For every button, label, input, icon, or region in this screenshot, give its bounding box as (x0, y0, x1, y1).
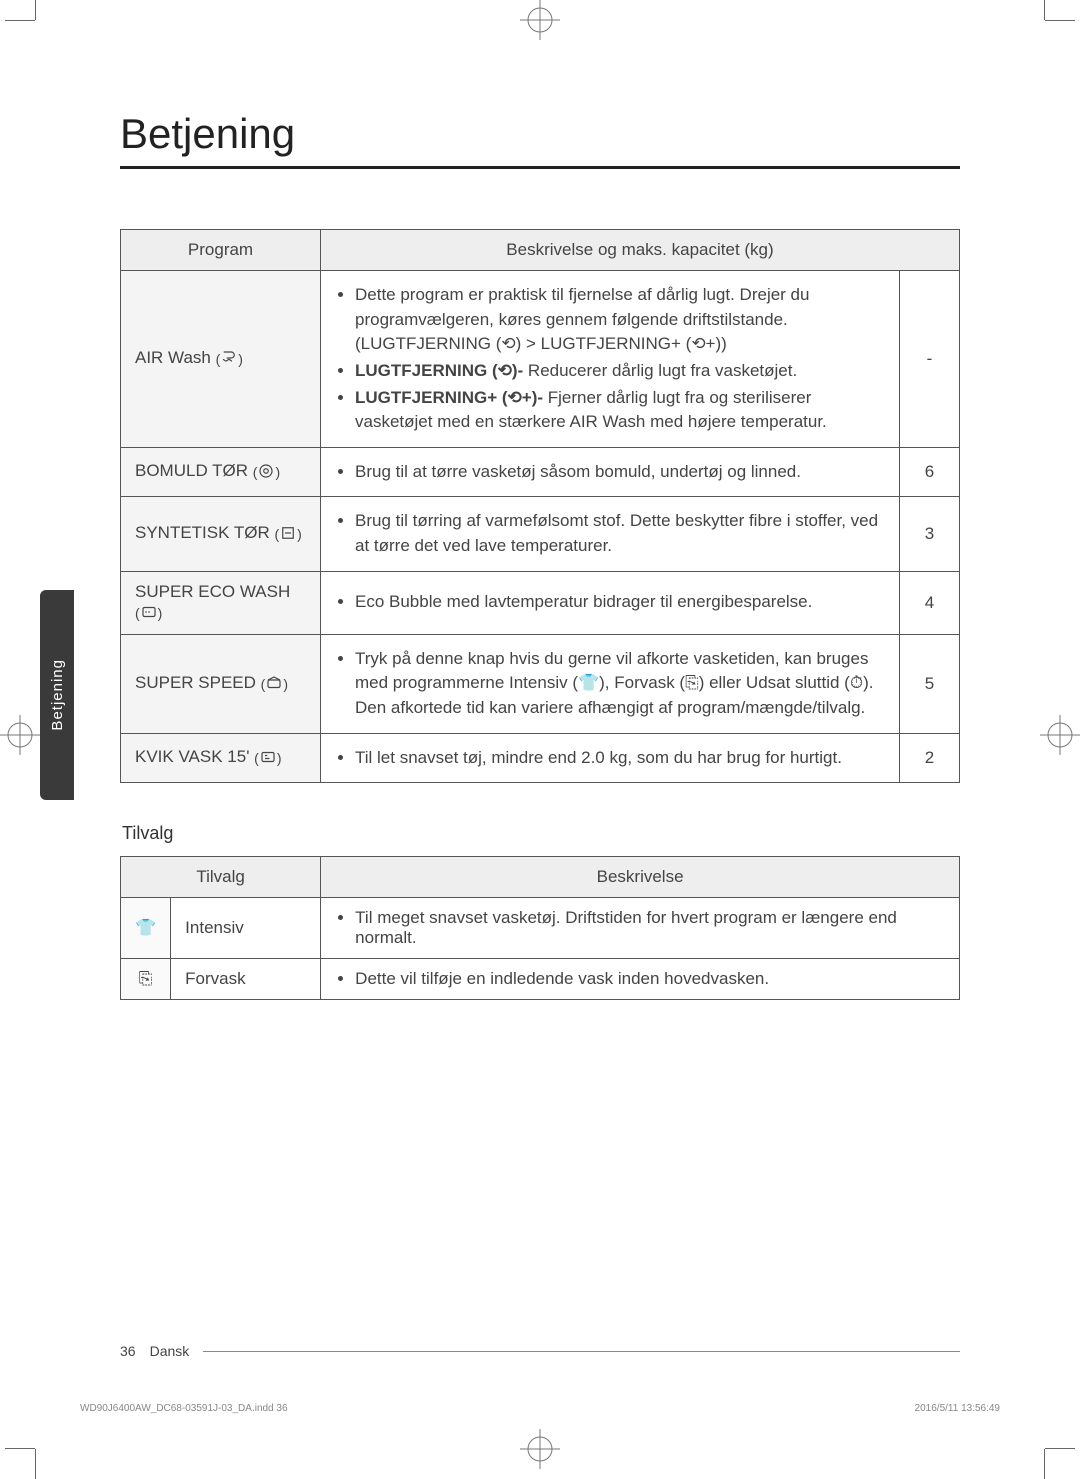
program-desc-item: Eco Bubble med lavtemperatur bidrager ti… (355, 590, 885, 615)
program-desc-cell: Brug til tørring af varmefølsomt stof. D… (321, 497, 900, 571)
program-desc-item: Brug til tørring af varmefølsomt stof. D… (355, 509, 885, 558)
program-desc-cell: Til let snavset tøj, mindre end 2.0 kg, … (321, 733, 900, 783)
program-desc-item: LUGTFJERNING (⟲)- Reducerer dårlig lugt … (355, 359, 885, 384)
table-row: SUPER SPEED () Tryk på denne knap hvis du… (121, 634, 960, 733)
table-row: BOMULD TØR () Brug til at tørre vasketøj … (121, 447, 960, 497)
col-option: Tilvalg (121, 857, 321, 898)
program-name: SUPER ECO WASH (135, 582, 290, 601)
options-heading: Tilvalg (122, 823, 960, 844)
program-desc-cell: Dette program er praktisk til fjernelse … (321, 271, 900, 448)
program-desc-cell: Brug til at tørre vasketøj såsom bomuld,… (321, 447, 900, 497)
page-number: 36 (120, 1343, 136, 1359)
program-name: BOMULD TØR (135, 461, 253, 480)
crop-mark (35, 1419, 65, 1449)
program-capacity: 2 (900, 733, 960, 783)
gutter-timestamp: 2016/5/11 13:56:49 (915, 1403, 1000, 1414)
gutter-filename: WD90J6400AW_DC68-03591J-03_DA.indd 36 (80, 1403, 288, 1414)
option-name: Intensiv (171, 898, 321, 959)
program-name-cell: SUPER SPEED () (121, 634, 321, 733)
program-name: SUPER SPEED (135, 673, 261, 692)
program-capacity: - (900, 271, 960, 448)
table-header-row: Program Beskrivelse og maks. kapacitet (… (121, 230, 960, 271)
table-row: KVIK VASK 15' () Til let snavset tøj, min… (121, 733, 960, 783)
col-program: Program (121, 230, 321, 271)
registration-mark-bottom (520, 1429, 560, 1469)
section-side-tab: Betjening (40, 590, 74, 800)
section-side-tab-label: Betjening (49, 659, 66, 731)
option-desc-cell: Dette vil tilføje en indledende vask ind… (321, 959, 960, 1000)
registration-mark-left (0, 715, 40, 755)
program-desc-item: Til let snavset tøj, mindre end 2.0 kg, … (355, 746, 885, 771)
quick-icon: () (254, 748, 281, 769)
program-name: SYNTETISK TØR (135, 523, 275, 542)
program-name: AIR Wash (135, 348, 216, 367)
program-capacity: 6 (900, 447, 960, 497)
table-row: AIR Wash () Dette program er praktisk til… (121, 271, 960, 448)
page-title: Betjening (120, 110, 960, 158)
page-footer: 36 Dansk (120, 1343, 960, 1359)
program-desc-item: Tryk på denne knap hvis du gerne vil afk… (355, 647, 885, 721)
options-table: Tilvalg Beskrivelse 👕Intensiv Til meget s… (120, 856, 960, 1000)
crop-mark (35, 20, 65, 50)
program-name-cell: SYNTETISK TØR () (121, 497, 321, 571)
crop-mark (1015, 1419, 1045, 1449)
table-row: ⎘Forvask Dette vil tilføje en indledende … (121, 959, 960, 1000)
eco-icon: () (135, 603, 162, 624)
cotton-dry-icon: () (253, 462, 280, 483)
table-row: SYNTETISK TØR () Brug til tørring af varm… (121, 497, 960, 571)
program-capacity: 5 (900, 634, 960, 733)
col-description: Beskrivelse og maks. kapacitet (kg) (321, 230, 960, 271)
option-desc-cell: Til meget snavset vasketøj. Driftstiden … (321, 898, 960, 959)
program-capacity: 3 (900, 497, 960, 571)
program-name-cell: KVIK VASK 15' () (121, 733, 321, 783)
registration-mark-top (520, 0, 560, 40)
registration-mark-right (1040, 715, 1080, 755)
prewash-icon: ⎘ (121, 959, 171, 1000)
option-name: Forvask (171, 959, 321, 1000)
intensive-icon: 👕 (121, 898, 171, 959)
programs-table: Program Beskrivelse og maks. kapacitet (… (120, 229, 960, 783)
program-desc-item: Brug til at tørre vasketøj såsom bomuld,… (355, 460, 885, 485)
table-row: SUPER ECO WASH () Eco Bubble med lavtempe… (121, 571, 960, 634)
program-name-cell: AIR Wash () (121, 271, 321, 448)
table-header-row: Tilvalg Beskrivelse (121, 857, 960, 898)
program-desc-item: Dette program er praktisk til fjernelse … (355, 283, 885, 357)
print-gutter: WD90J6400AW_DC68-03591J-03_DA.indd 36 20… (0, 1403, 1080, 1414)
option-desc: Dette vil tilføje en indledende vask ind… (355, 969, 945, 989)
title-rule (120, 166, 960, 169)
program-name-cell: SUPER ECO WASH () (121, 571, 321, 634)
page-language: Dansk (150, 1343, 190, 1359)
program-name-cell: BOMULD TØR () (121, 447, 321, 497)
col-option-desc: Beskrivelse (321, 857, 960, 898)
footer-rule (203, 1351, 960, 1352)
table-row: 👕Intensiv Til meget snavset vasketøj. Dri… (121, 898, 960, 959)
program-desc-cell: Eco Bubble med lavtemperatur bidrager ti… (321, 571, 900, 634)
program-name: KVIK VASK 15' (135, 747, 254, 766)
speed-icon: () (261, 674, 288, 695)
option-desc: Til meget snavset vasketøj. Driftstiden … (355, 908, 945, 948)
program-desc-cell: Tryk på denne knap hvis du gerne vil afk… (321, 634, 900, 733)
crop-mark (1015, 20, 1045, 50)
air-wash-icon: () (216, 349, 243, 370)
synth-dry-icon: () (275, 524, 302, 545)
program-desc-item: LUGTFJERNING+ (⟲+)- Fjerner dårlig lugt … (355, 386, 885, 435)
program-capacity: 4 (900, 571, 960, 634)
